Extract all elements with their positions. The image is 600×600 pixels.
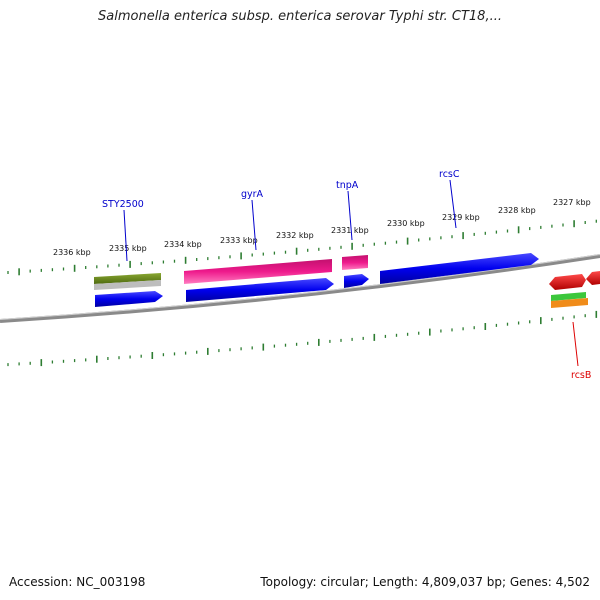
tick-label-2332: 2332 kbp (276, 231, 314, 240)
label-leaders (123, 179, 579, 367)
gene-label-gyra[interactable]: gyrA (241, 189, 264, 200)
tick-label-2334: 2334 kbp (164, 240, 202, 249)
tick-label-2333: 2333 kbp (220, 236, 258, 245)
cds-tnpa-blue[interactable] (344, 274, 369, 288)
rcsb-orange-bar[interactable] (551, 298, 588, 308)
genome-backbone (0, 254, 600, 323)
outer-tick-track (7, 219, 597, 276)
tick-labels: 2336 kbp 2335 kbp 2334 kbp 2333 kbp 2332… (53, 198, 591, 257)
leader-sty2500 (123, 209, 128, 262)
feature-sty2500-grey[interactable] (94, 280, 161, 290)
gene-labels: STY2500 gyrA tnpA rcsC rcsB (102, 169, 591, 381)
tick-label-2331: 2331 kbp (331, 226, 369, 235)
feature-sty2500-olive[interactable] (94, 273, 161, 284)
genome-summary-text: Topology: circular; Length: 4,809,037 bp… (260, 575, 590, 589)
tick-label-2336: 2336 kbp (53, 248, 91, 257)
rcsb-red-arrow-1[interactable] (549, 274, 586, 290)
gene-label-rcsb[interactable]: rcsB (571, 370, 591, 381)
leader-gyra (251, 199, 257, 251)
tick-label-2328: 2328 kbp (498, 206, 536, 215)
leader-rcsc (449, 179, 457, 229)
tick-label-2329: 2329 kbp (442, 213, 480, 222)
map-title: Salmonella enterica subsp. enterica sero… (98, 9, 502, 24)
leader-tnpa (347, 190, 353, 241)
gene-label-rcsc[interactable]: rcsC (439, 169, 460, 180)
tick-label-2335: 2335 kbp (109, 244, 147, 253)
rcsb-red-arrow-2[interactable] (586, 271, 600, 285)
gene-label-sty2500[interactable]: STY2500 (102, 199, 144, 210)
cds-gyra-blue[interactable] (186, 278, 334, 302)
accession-text: Accession: NC_003198 (9, 575, 146, 589)
feature-tnpa-pink[interactable] (342, 255, 368, 270)
gene-label-tnpa[interactable]: tnpA (336, 180, 359, 191)
tick-label-2330: 2330 kbp (387, 219, 425, 228)
cds-sty2500-blue[interactable] (95, 291, 163, 307)
tick-label-2327: 2327 kbp (553, 198, 591, 207)
cds-rcsc-blue[interactable] (380, 253, 539, 284)
lower-strand-features (95, 253, 588, 308)
leader-rcsb (572, 321, 579, 367)
inner-tick-track (7, 310, 598, 367)
upper-strand-features (94, 255, 600, 290)
feature-gyra-pink[interactable] (184, 259, 332, 284)
rcsb-green-bar[interactable] (551, 292, 586, 301)
